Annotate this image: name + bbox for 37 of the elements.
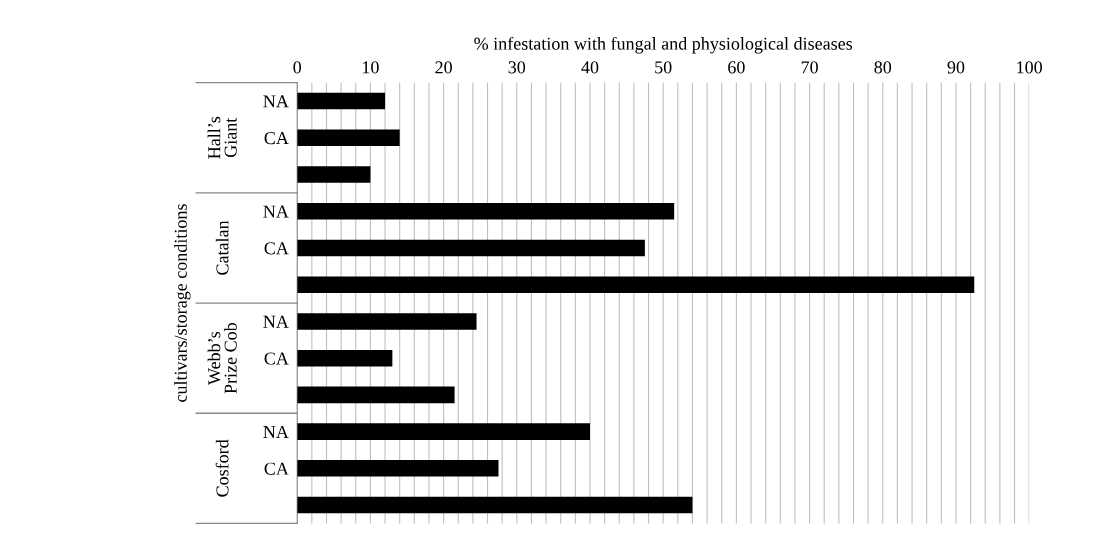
bar <box>297 276 975 293</box>
y-tick-label: CA <box>264 132 289 145</box>
bar <box>297 386 455 404</box>
y-tick-label: CA <box>264 242 289 255</box>
bar <box>297 423 590 440</box>
x-tick-label: 10 <box>362 61 379 74</box>
bar <box>297 129 400 147</box>
y-tick-label: CA <box>264 462 289 475</box>
bar <box>297 202 675 220</box>
bar <box>297 239 645 257</box>
x-tick-label: 40 <box>581 61 599 74</box>
text: Webb’s Prize Cob <box>207 322 237 394</box>
x-tick-label: 60 <box>728 61 745 74</box>
x-tick-label: 30 <box>508 61 526 74</box>
bar <box>297 460 499 477</box>
x-tick-label: 50 <box>655 61 672 74</box>
text: Catalan <box>215 220 229 275</box>
y-tick-label: NA <box>263 425 289 438</box>
text: Hall’s Giant <box>207 116 237 159</box>
y-axis-title: cultivars/storage conditions <box>174 204 191 402</box>
x-tick-label: 0 <box>293 61 302 74</box>
y-tick-label: NA <box>263 315 289 328</box>
bar <box>297 349 393 367</box>
x-tick-label: 80 <box>874 61 892 74</box>
bar <box>297 166 371 183</box>
bar <box>297 313 477 330</box>
bar <box>297 92 386 110</box>
text: Cosford <box>215 439 229 497</box>
x-axis-title: % infestation with fungal and physiological diseases <box>474 36 853 54</box>
x-tick-label: 90 <box>947 61 965 74</box>
x-tick-label: 100 <box>1017 61 1043 74</box>
bar <box>297 496 693 514</box>
x-tick-label: 20 <box>435 61 452 74</box>
y-tick-label: CA <box>264 352 289 365</box>
x-tick-label: 70 <box>801 61 818 74</box>
y-tick-label: NA <box>263 205 289 218</box>
y-tick-label: NA <box>263 95 289 108</box>
